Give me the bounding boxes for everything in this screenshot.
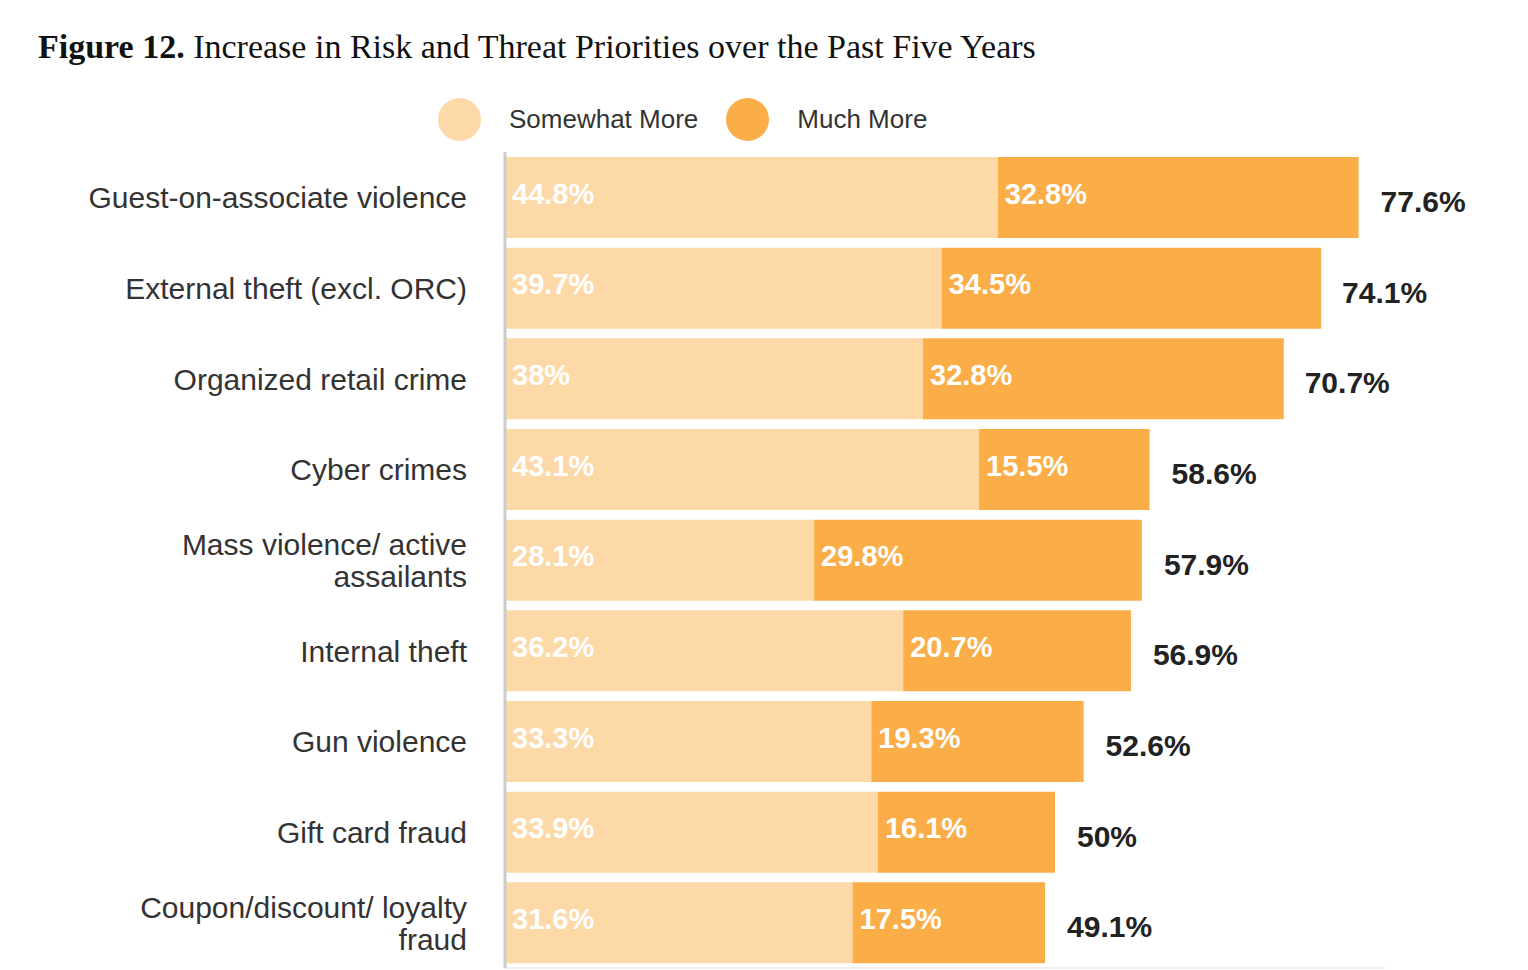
svg-text:Gift card fraud: Gift card fraud [277,816,467,849]
svg-text:74.1%: 74.1% [1342,276,1427,309]
svg-text:15.5%: 15.5% [986,450,1068,482]
svg-text:52.6%: 52.6% [1106,729,1191,762]
svg-text:28.1%: 28.1% [512,540,594,572]
svg-text:44.8%: 44.8% [512,178,594,210]
svg-text:Guest-on-associate violence: Guest-on-associate violence [88,181,467,214]
svg-text:58.6%: 58.6% [1172,457,1257,490]
svg-text:32.8%: 32.8% [1005,178,1087,210]
svg-text:29.8%: 29.8% [821,540,903,572]
svg-text:57.9%: 57.9% [1164,548,1249,581]
svg-text:34.5%: 34.5% [949,268,1031,300]
svg-text:50%: 50% [1077,820,1137,853]
svg-text:Coupon/discount/ loyaltyfraud: Coupon/discount/ loyaltyfraud [140,890,467,955]
svg-text:77.6%: 77.6% [1381,185,1466,218]
html-text:Somewhat More: Somewhat More [509,104,699,134]
svg-text:16.1%: 16.1% [885,812,967,844]
svg-text:19.3%: 19.3% [878,722,960,754]
html-text:Much More: Much More [797,104,928,134]
svg-text:31.6%: 31.6% [512,903,594,935]
svg-text:Cyber crimes: Cyber crimes [290,453,467,486]
svg-text:56.9%: 56.9% [1153,638,1238,671]
svg-text:70.7%: 70.7% [1305,366,1390,399]
svg-text:43.1%: 43.1% [512,450,594,482]
svg-text:Gun violence: Gun violence [292,725,467,758]
svg-text:External theft (excl. ORC): External theft (excl. ORC) [125,272,467,305]
svg-text:39.7%: 39.7% [512,268,594,300]
svg-text:49.1%: 49.1% [1067,910,1152,943]
svg-text:32.8%: 32.8% [930,359,1012,391]
svg-text:33.3%: 33.3% [512,722,594,754]
svg-text:38%: 38% [512,359,570,391]
svg-text:36.2%: 36.2% [512,631,594,663]
svg-text:33.9%: 33.9% [512,812,594,844]
svg-text:Organized retail crime: Organized retail crime [174,362,467,395]
svg-text:Mass violence/ activeassailant: Mass violence/ activeassailants [182,528,467,593]
svg-text:17.5%: 17.5% [860,903,942,935]
html-text:Figure 12. Increase in Risk an: Figure 12. Increase in Risk and Threat P… [38,28,1036,65]
svg-text:Internal theft: Internal theft [300,634,467,667]
svg-text:20.7%: 20.7% [910,631,992,663]
